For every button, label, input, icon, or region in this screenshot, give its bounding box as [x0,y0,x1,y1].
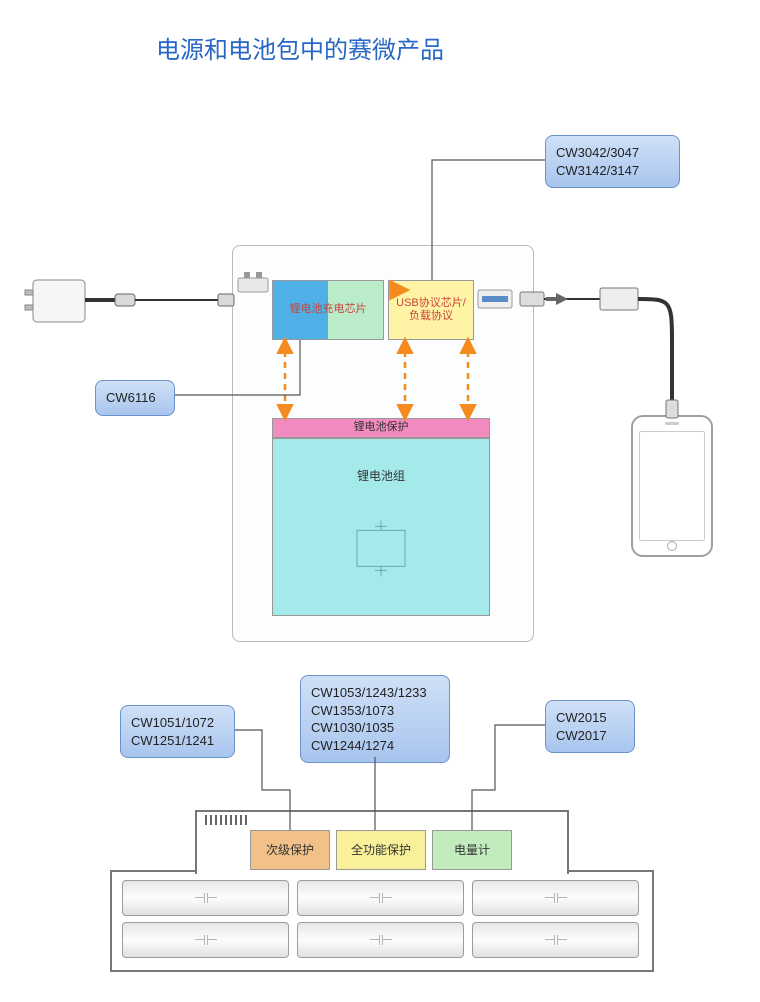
usb-protocol-block: USB协议芯片/负载协议 [388,280,474,340]
callout-full-protect: CW1053/1243/1233CW1353/1073CW1030/1035CW… [300,675,450,763]
battery-cell [297,922,464,958]
callout-charge-chip: CW6116 [95,380,175,416]
callout-usb-chip: CW3042/3047CW3142/3147 [545,135,680,188]
callout-secondary-line: CW1251/1241 [131,732,224,750]
battery-cell [472,922,639,958]
charge-chip-block: 锂电池充电芯片 [272,280,384,340]
connector-grille [205,815,250,825]
callout-usb-chip-line: CW3042/3047 [556,144,669,162]
callout-gauge-line: CW2015 [556,709,624,727]
callout-full-protect-line: CW1353/1073 [311,702,439,720]
phone-icon [631,415,713,557]
callout-full-protect-line: CW1053/1243/1233 [311,684,439,702]
secondary-protect-block: 次级保护 [250,830,330,870]
fuel-gauge-block: 电量计 [432,830,512,870]
battery-cell [122,922,289,958]
li-battery-label: 锂电池组 [275,469,487,483]
battery-cell [122,880,289,916]
callout-secondary: CW1051/1072CW1251/1241 [120,705,235,758]
full-protect-block: 全功能保护 [336,830,426,870]
li-battery-block: 锂电池组 [272,438,490,616]
callout-gauge: CW2015CW2017 [545,700,635,753]
page-title: 电源和电池包中的赛微产品 [156,30,444,65]
battery-cell [472,880,639,916]
callout-gauge-line: CW2017 [556,727,624,745]
callout-full-protect-line: CW1244/1274 [311,737,439,755]
callout-full-protect-line: CW1030/1035 [311,719,439,737]
battery-cell [297,880,464,916]
callout-usb-chip-line: CW3142/3147 [556,162,669,180]
li-protect-block: 锂电池保护 [272,418,490,438]
callout-secondary-line: CW1051/1072 [131,714,224,732]
callout-charge-chip-line: CW6116 [106,389,164,407]
